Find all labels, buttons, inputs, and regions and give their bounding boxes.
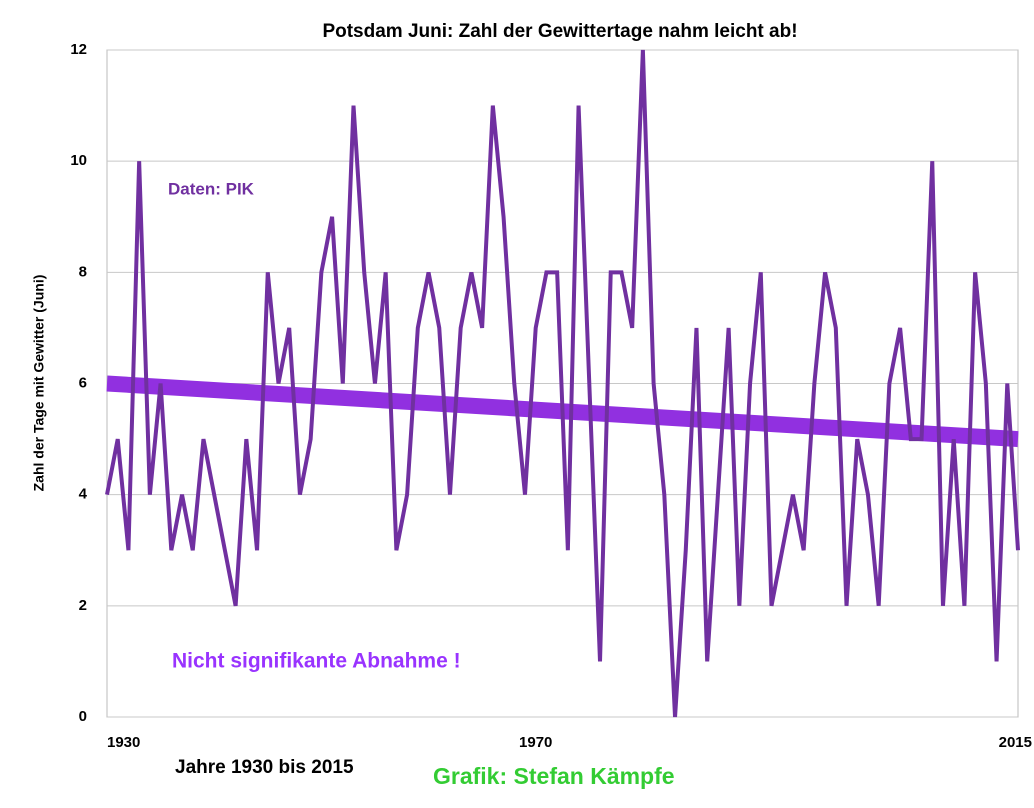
annotation: Nicht signifikante Abnahme ! <box>172 650 461 673</box>
y-tick-label: 2 <box>79 597 87 614</box>
chart-title: Potsdam Juni: Zahl der Gewittertage nahm… <box>322 21 797 42</box>
x-tick-label: 2015 <box>999 734 1032 751</box>
data-line <box>105 49 1020 718</box>
y-tick-label: 10 <box>70 152 87 169</box>
annotation: Grafik: Stefan Kämpfe <box>433 763 675 789</box>
y-tick-label: 8 <box>79 263 87 280</box>
y-tick-label: 12 <box>70 41 87 58</box>
x-axis-label: Jahre 1930 bis 2015 <box>175 757 354 778</box>
y-tick-label: 4 <box>79 486 88 503</box>
y-axis-label: Zahl der Tage mit Gewitter (Juni) <box>31 275 47 492</box>
x-tick-label: 1930 <box>107 734 140 751</box>
y-tick-label: 6 <box>79 374 87 391</box>
annotation: Daten: PIK <box>168 179 255 198</box>
y-tick-label: 0 <box>79 708 87 725</box>
x-tick-label: 1970 <box>519 734 552 751</box>
